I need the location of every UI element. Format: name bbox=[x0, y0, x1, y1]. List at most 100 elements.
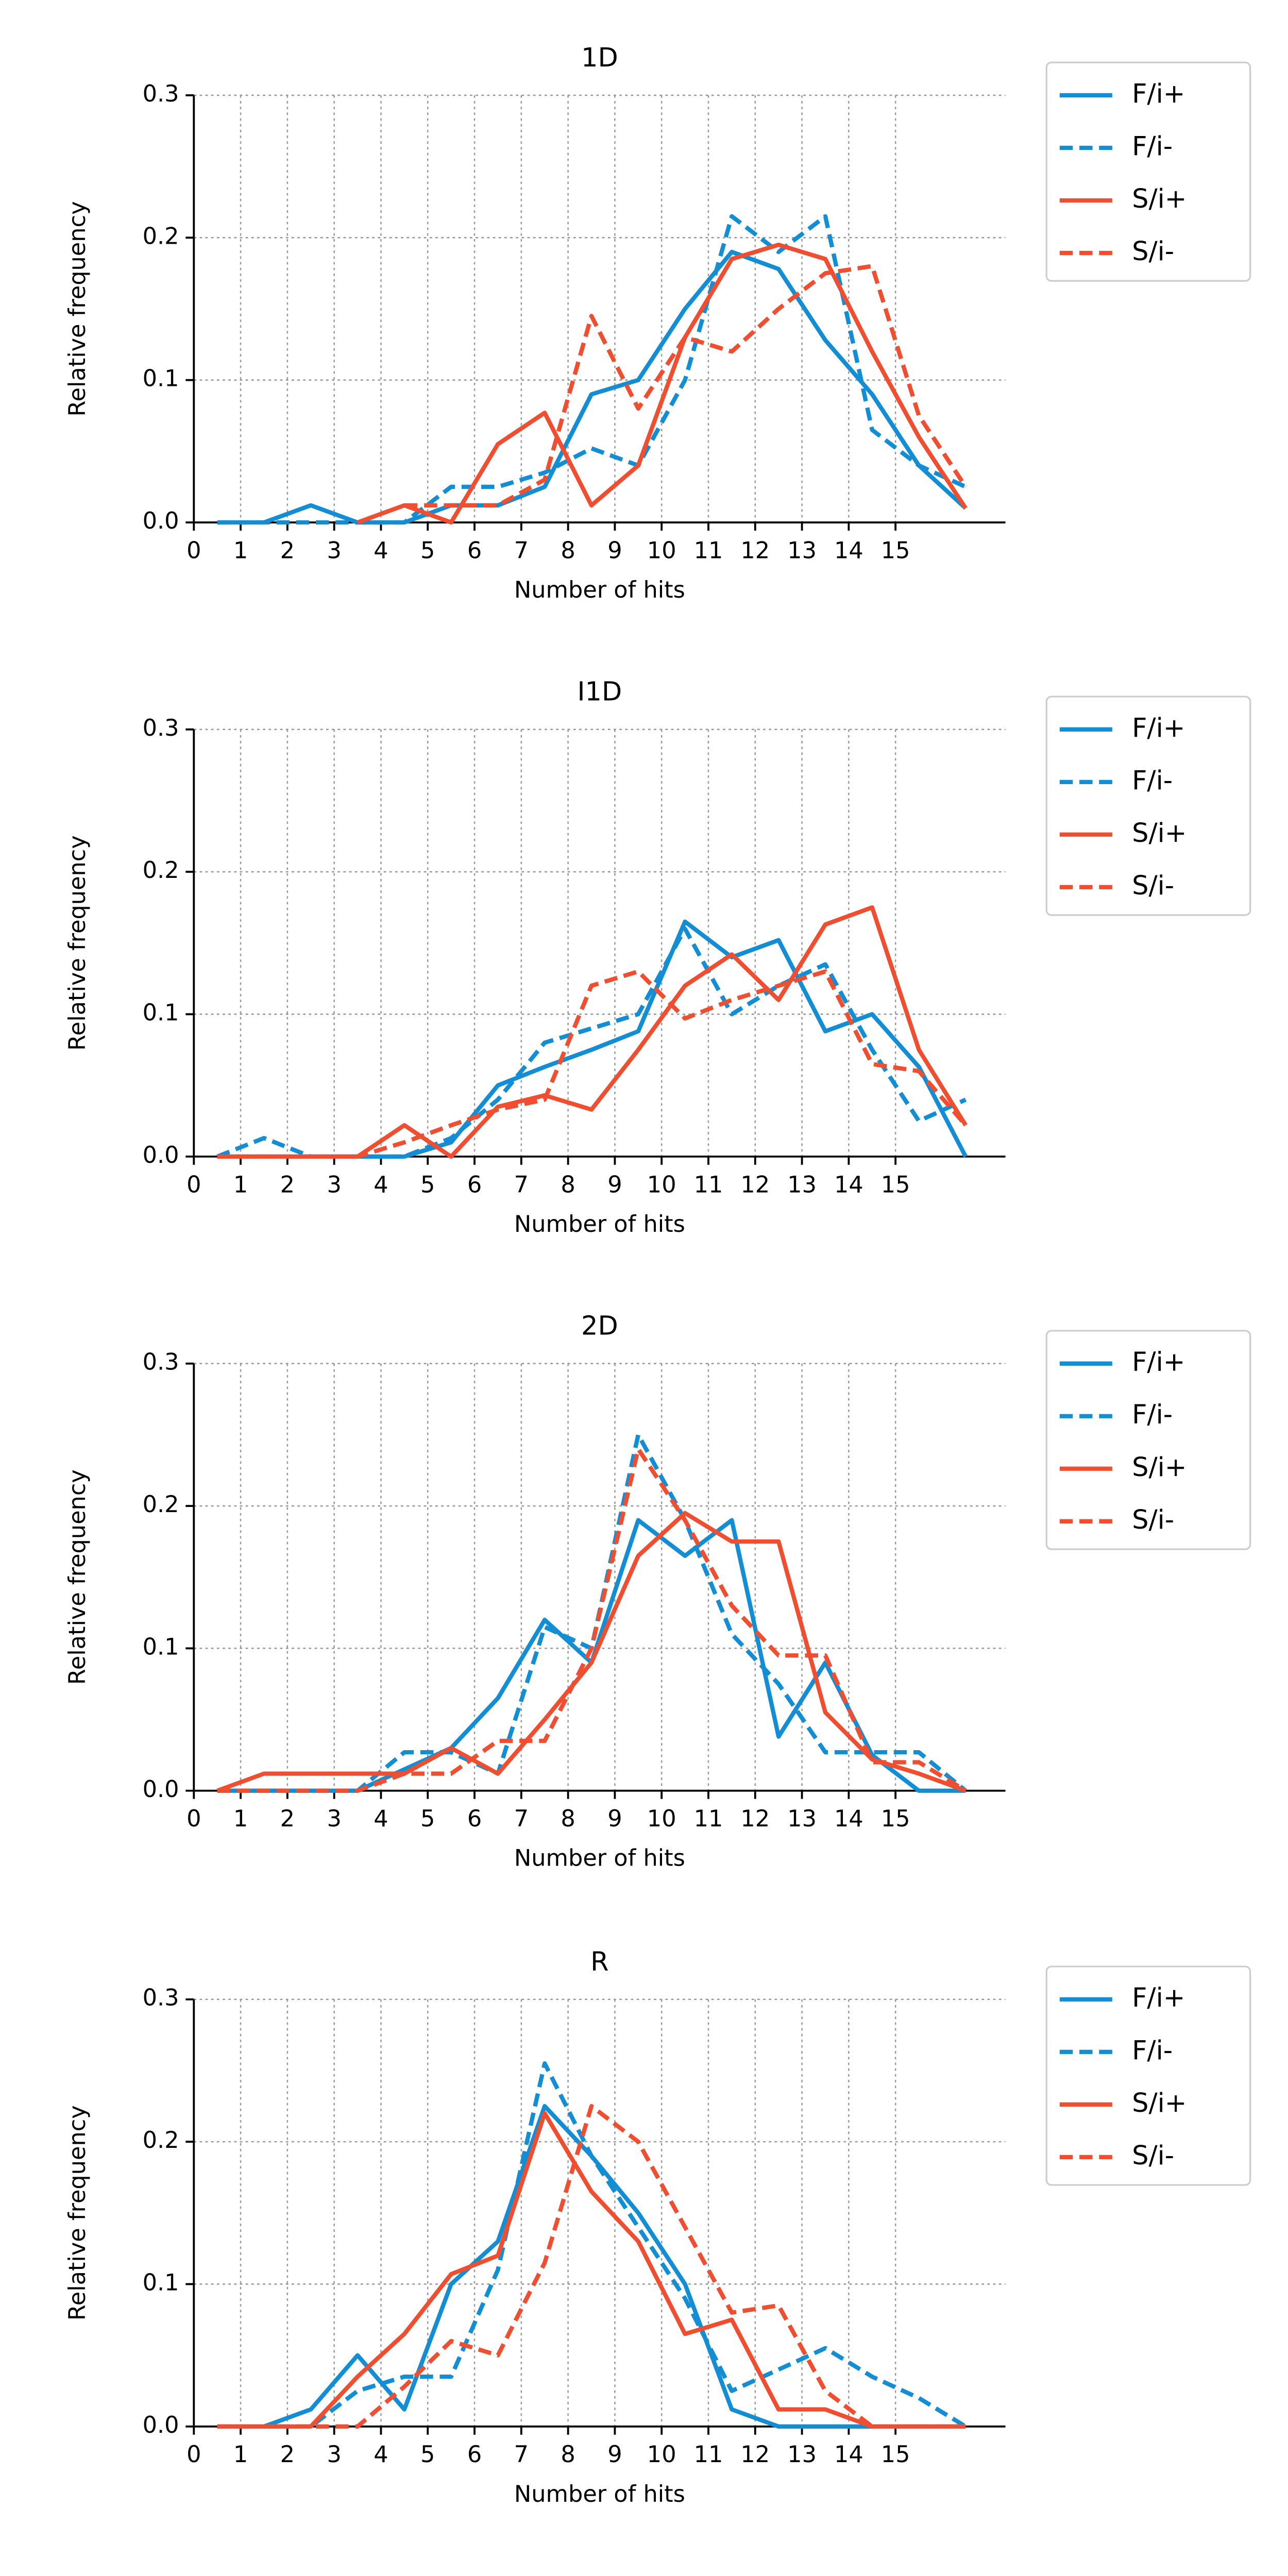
y-tick-label: 0.3 bbox=[143, 1985, 179, 2011]
y-tick-label: 0.2 bbox=[143, 223, 179, 249]
y-axis-label: Relative frequency bbox=[64, 2105, 91, 2320]
x-tick-label: 3 bbox=[327, 537, 341, 564]
y-axis-label: Relative frequency bbox=[64, 201, 91, 417]
x-tick-label: 10 bbox=[647, 1805, 676, 1832]
legend-label: S/i+ bbox=[1132, 818, 1187, 849]
x-tick-label: 11 bbox=[694, 537, 723, 564]
y-tick-label: 0.1 bbox=[143, 999, 179, 1026]
x-tick-label: 14 bbox=[834, 537, 863, 564]
legend-label: F/i- bbox=[1132, 766, 1173, 796]
x-tick-label: 15 bbox=[881, 2441, 910, 2468]
x-tick-label: 6 bbox=[467, 1805, 482, 1832]
legend-label: S/i- bbox=[1132, 1505, 1174, 1535]
series-line bbox=[217, 249, 968, 525]
series-line bbox=[217, 969, 968, 1159]
x-tick-label: 7 bbox=[514, 1805, 529, 1832]
x-axis-label: Number of hits bbox=[514, 1211, 685, 1238]
legend-label: S/i+ bbox=[1132, 184, 1187, 214]
x-tick-label: 8 bbox=[561, 537, 575, 564]
series-line bbox=[404, 264, 968, 508]
x-tick-label: 2 bbox=[280, 537, 295, 564]
x-tick-label: 4 bbox=[374, 2441, 388, 2468]
series-line bbox=[216, 1511, 967, 1793]
x-tick-label: 1 bbox=[233, 1171, 248, 1198]
y-axis-label: Relative frequency bbox=[64, 1469, 91, 1685]
x-tick-label: 3 bbox=[327, 1805, 341, 1832]
y-tick-label: 0.0 bbox=[143, 2412, 179, 2438]
x-tick-label: 6 bbox=[467, 2441, 482, 2468]
series-line bbox=[217, 1518, 966, 1793]
x-tick-label: 12 bbox=[740, 1805, 770, 1832]
legend-box bbox=[1045, 1965, 1251, 2186]
legend-label: F/i+ bbox=[1132, 1347, 1185, 1378]
x-tick-label: 13 bbox=[787, 2441, 817, 2468]
legend-label: F/i- bbox=[1132, 2036, 1173, 2066]
x-tick-label: 0 bbox=[187, 1171, 201, 1198]
legend-box bbox=[1045, 1330, 1251, 1550]
x-tick-label: 13 bbox=[787, 537, 817, 564]
legend-label: F/i+ bbox=[1132, 1983, 1185, 2013]
x-tick-label: 11 bbox=[694, 1171, 723, 1198]
x-tick-label: 12 bbox=[740, 537, 770, 564]
x-tick-label: 1 bbox=[233, 1805, 248, 1832]
series-line bbox=[357, 242, 968, 525]
legend-box bbox=[1045, 696, 1251, 916]
chart-title: I1D bbox=[578, 677, 622, 707]
x-tick-label: 5 bbox=[420, 1805, 435, 1832]
x-tick-label: 14 bbox=[834, 2441, 863, 2468]
x-tick-label: 5 bbox=[420, 1171, 435, 1198]
y-tick-label: 0.2 bbox=[143, 2127, 179, 2154]
legend-label: S/i- bbox=[1132, 236, 1174, 267]
legend-label: F/i- bbox=[1132, 1400, 1173, 1430]
x-tick-label: 6 bbox=[467, 537, 482, 564]
x-tick-label: 0 bbox=[187, 2441, 201, 2468]
x-tick-label: 7 bbox=[514, 537, 529, 564]
x-tick-label: 14 bbox=[834, 1805, 863, 1832]
x-tick-label: 9 bbox=[607, 537, 622, 564]
legend-label: S/i+ bbox=[1132, 1452, 1187, 1483]
x-axis-label: Number of hits bbox=[514, 1845, 685, 1872]
y-tick-label: 0.1 bbox=[143, 1633, 179, 1660]
legend-label: F/i+ bbox=[1132, 713, 1185, 743]
x-tick-label: 9 bbox=[607, 1805, 622, 1832]
x-tick-label: 2 bbox=[280, 2441, 295, 2468]
x-tick-label: 7 bbox=[514, 2441, 529, 2468]
x-tick-label: 3 bbox=[327, 1171, 341, 1198]
x-tick-label: 13 bbox=[787, 1171, 817, 1198]
x-tick-label: 0 bbox=[187, 537, 201, 564]
series-line bbox=[217, 214, 967, 525]
series-line bbox=[217, 2104, 966, 2429]
series-line bbox=[217, 905, 968, 1159]
x-tick-label: 8 bbox=[561, 1171, 575, 1198]
series-line bbox=[217, 2061, 967, 2429]
x-tick-label: 4 bbox=[374, 1805, 388, 1832]
x-axis-label: Number of hits bbox=[514, 577, 685, 603]
x-tick-label: 4 bbox=[374, 537, 388, 564]
series-line bbox=[217, 1447, 967, 1793]
chart-title: R bbox=[590, 1947, 608, 1977]
x-tick-label: 11 bbox=[694, 1805, 723, 1832]
x-tick-label: 5 bbox=[420, 537, 435, 564]
x-tick-label: 9 bbox=[607, 2441, 622, 2468]
x-tick-label: 0 bbox=[187, 1805, 201, 1832]
series-line bbox=[217, 1432, 967, 1793]
x-tick-label: 15 bbox=[881, 1171, 910, 1198]
x-tick-label: 10 bbox=[647, 1171, 676, 1198]
x-tick-label: 11 bbox=[694, 2441, 723, 2468]
y-tick-label: 0.1 bbox=[143, 2269, 179, 2296]
y-tick-label: 0.3 bbox=[143, 1349, 179, 1376]
x-tick-label: 2 bbox=[280, 1805, 295, 1832]
x-tick-label: 6 bbox=[467, 1171, 482, 1198]
x-tick-label: 8 bbox=[561, 2441, 575, 2468]
series-line bbox=[216, 926, 967, 1159]
chart-title: 1D bbox=[581, 43, 618, 73]
series-line bbox=[217, 2111, 966, 2429]
x-tick-label: 12 bbox=[740, 2441, 770, 2468]
y-tick-label: 0.0 bbox=[143, 1776, 179, 1803]
x-tick-label: 2 bbox=[280, 1171, 295, 1198]
x-tick-label: 9 bbox=[607, 1171, 622, 1198]
y-axis-label: Relative frequency bbox=[64, 835, 91, 1050]
x-tick-label: 1 bbox=[233, 2441, 248, 2468]
